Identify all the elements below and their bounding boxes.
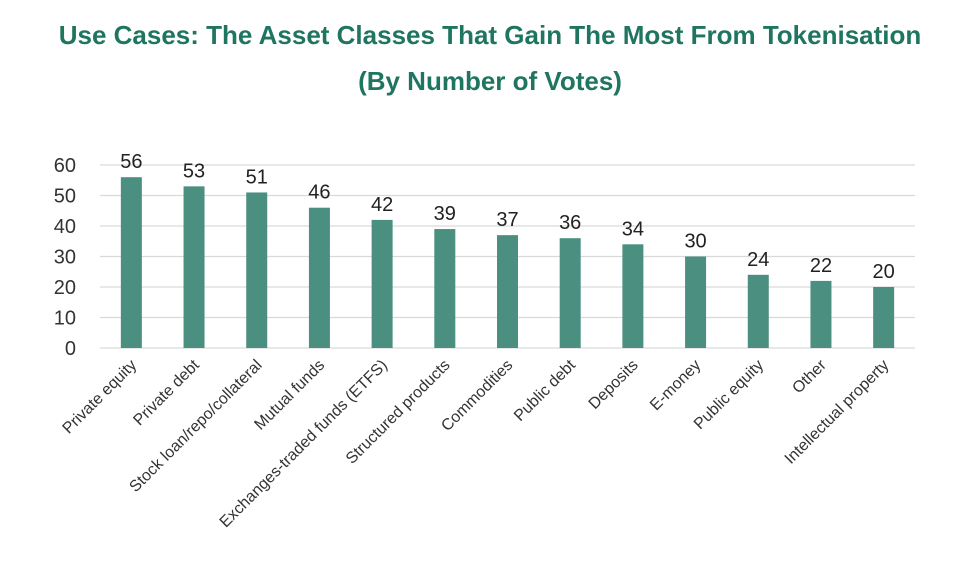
- y-tick-label: 40: [54, 216, 76, 238]
- chart-title-line-2: (By Number of Votes): [358, 66, 622, 96]
- data-label: 42: [371, 194, 393, 216]
- data-label: 34: [622, 218, 644, 240]
- data-label: 20: [873, 261, 895, 283]
- bar: [183, 186, 205, 348]
- category-label: Intellectual property: [782, 357, 893, 468]
- category-label: E-money: [647, 357, 704, 414]
- data-labels: 56 53 51 46 42 39 37 36 34 30 24 22 20: [120, 151, 895, 283]
- y-tick-label: 10: [54, 308, 76, 330]
- bar: [622, 244, 644, 348]
- chart-title-line-1: Use Cases: The Asset Classes That Gain T…: [58, 20, 922, 50]
- category-label: Other: [789, 356, 830, 397]
- bar: [559, 238, 581, 348]
- y-axis: 0 10 20 30 40 50 60: [54, 155, 76, 360]
- data-label: 36: [559, 212, 581, 234]
- bar: [685, 256, 707, 348]
- data-label: 53: [183, 160, 205, 182]
- bar: [308, 207, 330, 348]
- bar: [371, 219, 393, 348]
- bar: [747, 274, 769, 348]
- data-label: 56: [120, 151, 142, 173]
- y-tick-label: 20: [54, 277, 76, 299]
- bar: [497, 235, 518, 348]
- data-label: 39: [434, 203, 456, 225]
- category-label: Structured products: [343, 357, 454, 468]
- category-label: Public debt: [511, 356, 579, 424]
- y-tick-label: 50: [54, 186, 76, 208]
- data-label: 24: [747, 249, 769, 271]
- data-label: 30: [684, 231, 706, 253]
- data-label: 46: [308, 182, 330, 204]
- category-label: Private equity: [60, 357, 141, 438]
- bar: [246, 192, 268, 348]
- bar: [120, 177, 142, 348]
- bars: [120, 177, 895, 348]
- data-label: 37: [496, 209, 518, 231]
- y-tick-label: 30: [54, 247, 76, 269]
- y-tick-label: 60: [54, 155, 76, 177]
- y-tick-label: 0: [65, 338, 76, 360]
- data-label: 22: [810, 255, 832, 277]
- bar: [873, 287, 895, 348]
- bar: [434, 229, 456, 348]
- category-label: Stock loan/repo/collateral: [127, 357, 266, 496]
- bar: [810, 280, 832, 348]
- data-label: 51: [246, 166, 268, 188]
- category-label: Deposits: [586, 357, 642, 413]
